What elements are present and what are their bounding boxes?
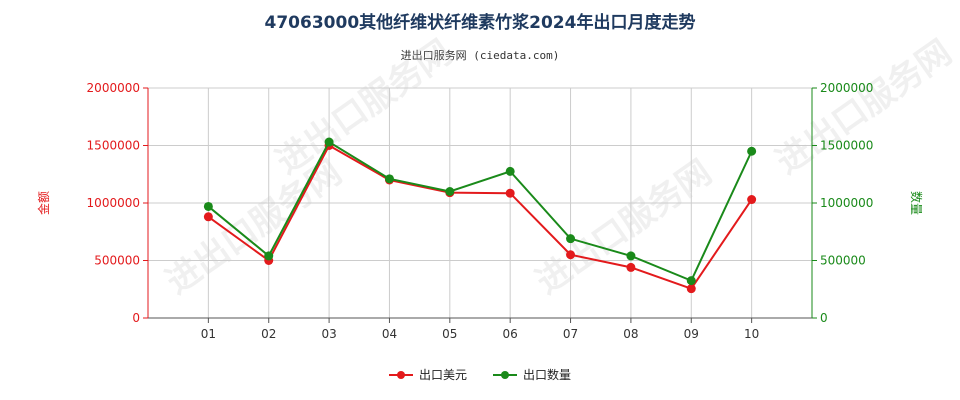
- data-point-usd: [505, 188, 515, 198]
- x-tick-label: 05: [442, 327, 457, 341]
- data-point-qty: [747, 146, 757, 156]
- x-tick-label: 07: [563, 327, 578, 341]
- data-point-usd: [203, 212, 213, 222]
- y-tick-label-right: 2000000: [820, 81, 873, 95]
- legend-item-qty[interactable]: 出口数量: [493, 366, 571, 383]
- legend-line-usd: [388, 370, 413, 379]
- legend-label-usd: 出口美元: [418, 368, 467, 382]
- chart-title: 47063000其他纤维状纤维素竹浆2024年出口月度走势: [264, 13, 696, 33]
- data-point-qty: [324, 137, 334, 147]
- x-tick-label: 03: [321, 327, 336, 341]
- data-point-qty: [264, 251, 274, 261]
- series-line-qty: [207, 140, 753, 282]
- chart-subtitle: 进出口服务网 (ciedata.com): [400, 49, 560, 62]
- data-point-usd: [566, 250, 576, 260]
- data-point-qty: [203, 201, 213, 211]
- y-axis-title-left: 金额: [36, 191, 51, 215]
- x-tick-label: 09: [684, 327, 699, 341]
- x-tick-label: 04: [382, 327, 397, 341]
- y-tick-label-left: 1000000: [87, 196, 140, 210]
- y-tick-label-left: 1500000: [87, 139, 140, 153]
- legend-line-qty: [493, 370, 517, 379]
- x-tick-label: 01: [201, 327, 216, 341]
- data-point-qty: [445, 187, 455, 196]
- legend: 出口美元 出口数量: [0, 366, 960, 383]
- y-tick-label-left: 0: [132, 311, 140, 325]
- data-point-qty: [505, 166, 515, 176]
- data-point-usd: [626, 262, 636, 272]
- y-tick-label-right: 0: [820, 311, 828, 325]
- data-point-usd: [686, 284, 696, 294]
- data-point-usd: [747, 195, 757, 205]
- y-tick-label-left: 500000: [94, 254, 140, 268]
- legend-label-qty: 出口数量: [523, 368, 572, 382]
- y-tick-label-left: 2000000: [87, 81, 140, 95]
- legend-item-usd[interactable]: 出口美元: [388, 366, 467, 383]
- y-tick-label-right: 1000000: [820, 196, 873, 210]
- y-axis-title-right: 数量: [909, 191, 924, 215]
- y-tick-label-right: 500000: [820, 254, 866, 268]
- x-tick-label: 02: [261, 327, 276, 341]
- data-point-qty: [686, 276, 696, 286]
- series-line-usd: [207, 144, 753, 290]
- x-tick-label: 06: [503, 327, 518, 341]
- data-point-qty: [566, 234, 576, 244]
- y-tick-label-right: 1500000: [820, 139, 873, 153]
- x-tick-label: 08: [623, 327, 638, 341]
- x-tick-label: 10: [744, 327, 759, 341]
- data-point-qty: [384, 174, 394, 184]
- data-point-qty: [626, 251, 636, 261]
